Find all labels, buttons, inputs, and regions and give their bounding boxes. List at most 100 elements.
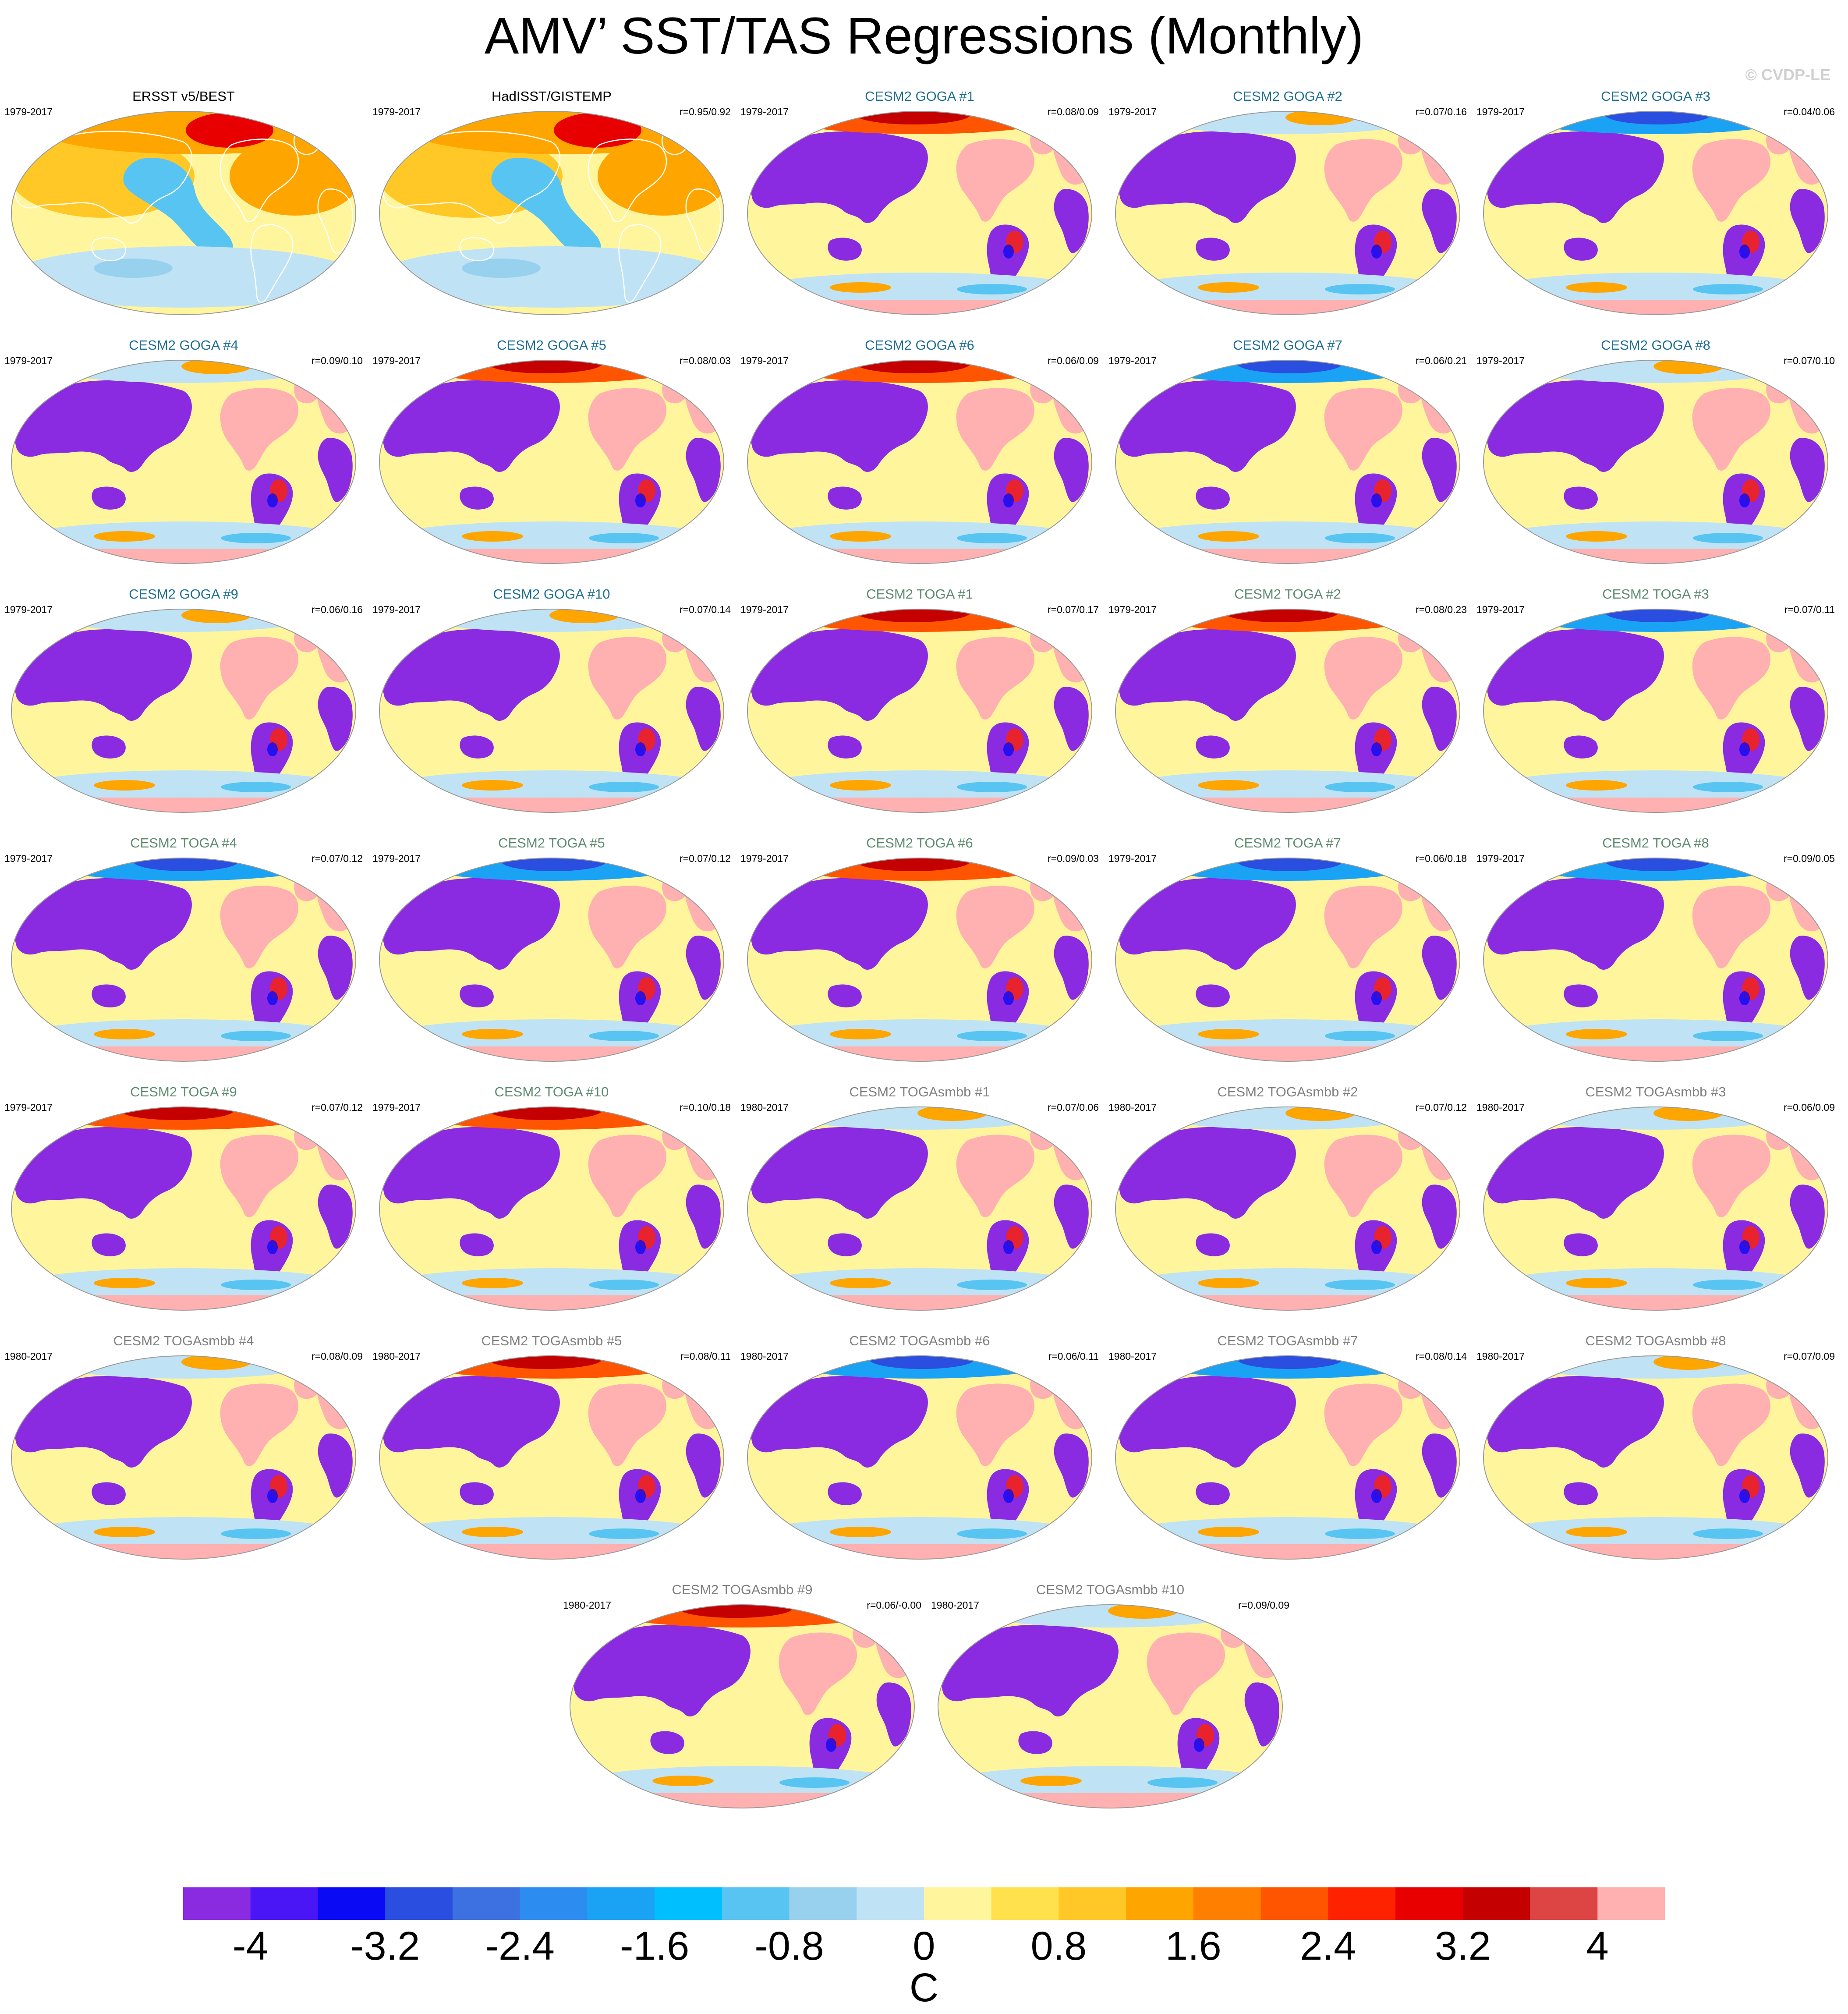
antarctica-land [1115, 1046, 1460, 1061]
regression-map [570, 1604, 915, 1808]
southern-ocean-anomaly-band [1121, 1517, 1454, 1552]
southern-ocean-cold-patch [589, 533, 659, 543]
land-africa [1054, 687, 1089, 751]
land-eurasia [1119, 380, 1296, 472]
panel-title: CESM2 GOGA #10 [493, 586, 610, 602]
land-africa [1054, 438, 1089, 502]
southern-ocean-anomaly-band [17, 1019, 350, 1054]
land-north-america [220, 388, 299, 471]
southern-ocean-anomaly-band [17, 1517, 350, 1552]
arctic-strong-warm-core [856, 111, 970, 124]
southern-ocean-anomaly-band [1121, 521, 1454, 557]
land-africa [1790, 936, 1825, 1000]
southern-ocean-anomaly-band [17, 1268, 350, 1303]
southern-ocean-warm-patch [94, 531, 155, 542]
southern-ocean-anomaly-band [1121, 1268, 1454, 1303]
arctic-strong-warm-core [488, 360, 602, 373]
southern-ocean-warm-patch [830, 1527, 891, 1537]
land-north-america [220, 886, 299, 968]
map-panel: CESM2 TOGA #2 1979-2017 r=0.08/0.23 [1104, 587, 1471, 815]
southern-ocean-warm-patch [830, 1029, 891, 1039]
panel-title: CESM2 TOGAsmbb #4 [113, 1333, 254, 1348]
land-australia [460, 735, 494, 759]
southern-ocean-anomaly-band [385, 1517, 718, 1552]
southern-ocean-cold-patch [1325, 1280, 1395, 1290]
regression-map [1115, 858, 1460, 1062]
arctic-strong-cold-core [1605, 609, 1710, 622]
map-projection-outline [747, 858, 1092, 1062]
map-projection-outline [1115, 360, 1460, 564]
panel-pattern-correlation: r=0.09/0.03 [1047, 853, 1099, 864]
land-eurasia [1487, 1127, 1664, 1219]
land-north-america [588, 1135, 667, 1217]
land-north-america [1692, 1135, 1771, 1217]
map-panel: CESM2 TOGA #8 1979-2017 r=0.09/0.05 [1472, 836, 1839, 1064]
colorbar-swatch [722, 1887, 790, 1920]
colorbar-swatch [318, 1887, 386, 1920]
southern-ocean-cold-patch [94, 259, 173, 278]
southern-ocean-anomaly-band [753, 1268, 1086, 1303]
land-eurasia [14, 1127, 192, 1219]
land-eurasia [14, 1376, 192, 1468]
land-australia [828, 984, 862, 1007]
southern-ocean-anomaly-band [753, 521, 1086, 557]
amazon-cold-anomaly [635, 742, 646, 756]
panel-pattern-correlation: r=0.07/0.12 [311, 1102, 363, 1113]
amazon-cold-anomaly [635, 493, 646, 507]
southern-ocean-cold-patch [589, 782, 659, 792]
panel-title: CESM2 TOGAsmbb #10 [1036, 1582, 1185, 1597]
southern-ocean-anomaly-band [385, 1268, 718, 1303]
antarctica-land [1483, 1295, 1828, 1310]
southern-ocean-warm-patch [462, 780, 523, 791]
southern-ocean-warm-patch [1198, 1527, 1259, 1537]
amazon-cold-anomaly [267, 1240, 278, 1254]
panel-period: 1980-2017 [372, 1351, 421, 1362]
regression-map [747, 1355, 1092, 1560]
coastline-namerica [588, 138, 667, 222]
arctic-strong-warm-core [856, 360, 970, 373]
eurasia-strong-warm-anomaly [186, 113, 273, 148]
land-africa [1790, 1433, 1825, 1498]
land-africa [1422, 936, 1457, 1000]
colorbar-swatch [1395, 1887, 1463, 1920]
land-north-america [1147, 1632, 1225, 1715]
southern-ocean-warm-patch [1198, 780, 1259, 791]
land-north-america [588, 637, 667, 720]
regression-map [747, 111, 1092, 315]
southern-ocean-anomaly-band [1489, 1517, 1822, 1552]
panel-period: 1979-2017 [1108, 355, 1157, 366]
land-africa [1054, 936, 1089, 1000]
land-eurasia [382, 878, 560, 970]
southern-ocean-anomaly-band [1489, 1019, 1822, 1054]
regression-map [11, 609, 356, 813]
coastline-samerica [250, 224, 294, 303]
map-panel: CESM2 GOGA #3 1979-2017 r=0.04/0.06 [1472, 89, 1839, 317]
panel-pattern-correlation: r=0.07/0.12 [679, 853, 731, 864]
coastline-samerica [618, 224, 662, 303]
regression-map [1115, 111, 1460, 315]
amazon-cold-anomaly [1739, 1489, 1750, 1503]
southern-ocean-warm-patch [94, 780, 155, 791]
panel-period: 1979-2017 [4, 355, 53, 366]
land-australia [1564, 238, 1598, 261]
southern-ocean-cool-anomaly [379, 246, 724, 308]
map-projection-outline [11, 1106, 356, 1311]
land-eurasia [1119, 1127, 1296, 1219]
panel-period: 1979-2017 [372, 106, 421, 117]
land-australia [1564, 1482, 1598, 1505]
page-title: AMV’ SST/TAS Regressions (Monthly) [484, 7, 1364, 65]
map-panel: CESM2 TOGA #10 1979-2017 r=0.10/0.18 [368, 1085, 735, 1313]
land-africa [1054, 189, 1089, 253]
land-australia [1564, 984, 1598, 1007]
southern-ocean-cold-patch [1325, 1528, 1395, 1539]
antarctica-land [747, 300, 1092, 315]
map-projection-outline [11, 1355, 356, 1560]
colorbar-tick-label: -0.8 [754, 1924, 824, 1968]
colorbar-swatch [520, 1887, 588, 1920]
map-panel: CESM2 TOGAsmbb #9 1980-2017 r=0.06/-0.00 [559, 1583, 926, 1811]
map-panel: CESM2 TOGAsmbb #2 1980-2017 r=0.07/0.12 [1104, 1085, 1471, 1313]
amazon-cold-anomaly [1739, 245, 1750, 259]
southern-ocean-cold-patch [221, 1528, 291, 1539]
map-projection-outline [747, 111, 1092, 315]
amazon-cold-anomaly [1371, 1240, 1382, 1254]
